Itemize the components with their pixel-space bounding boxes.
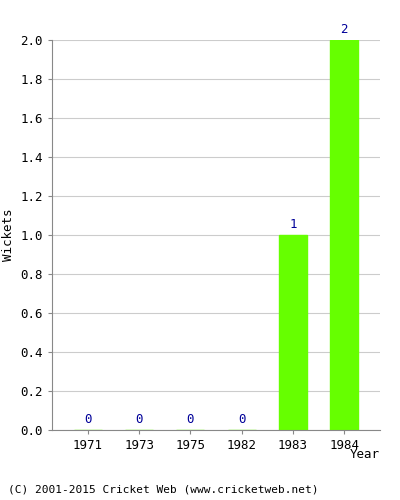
Text: (C) 2001-2015 Cricket Web (www.cricketweb.net): (C) 2001-2015 Cricket Web (www.cricketwe… xyxy=(8,485,318,495)
Text: 0: 0 xyxy=(238,413,245,426)
Text: 0: 0 xyxy=(187,413,194,426)
Y-axis label: Wickets: Wickets xyxy=(2,209,15,261)
Text: 1: 1 xyxy=(289,218,297,231)
Text: 0: 0 xyxy=(84,413,92,426)
Bar xyxy=(330,40,358,430)
Bar xyxy=(279,235,307,430)
Text: 0: 0 xyxy=(135,413,143,426)
Text: Year: Year xyxy=(350,448,380,460)
Text: 2: 2 xyxy=(340,23,348,36)
